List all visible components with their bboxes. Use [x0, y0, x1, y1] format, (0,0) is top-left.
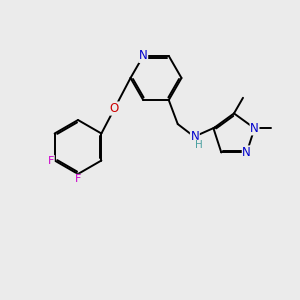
Text: O: O — [110, 102, 119, 115]
Text: H: H — [196, 140, 203, 150]
Text: N: N — [250, 122, 259, 135]
Text: N: N — [190, 130, 199, 143]
Text: N: N — [139, 50, 148, 62]
Text: F: F — [48, 155, 54, 166]
Text: F: F — [75, 174, 81, 184]
Text: N: N — [242, 146, 251, 159]
